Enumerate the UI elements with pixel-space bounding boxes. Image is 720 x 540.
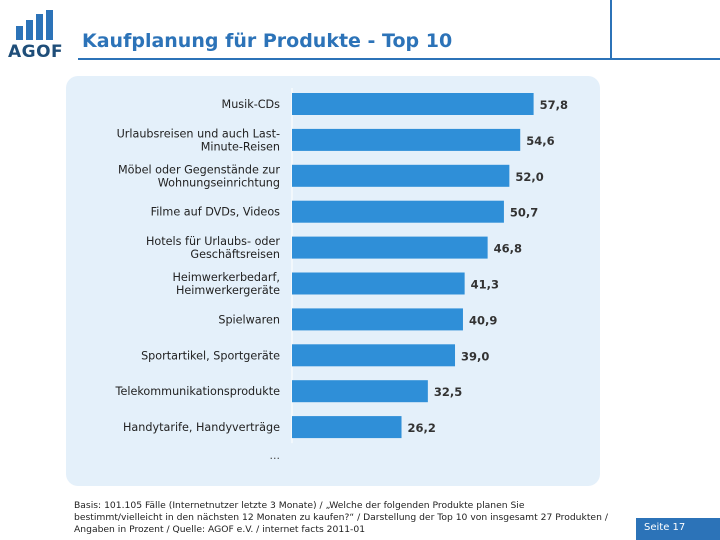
- value-label: 50,7: [510, 206, 538, 220]
- category-label: Spielwaren: [218, 313, 280, 326]
- value-label: 39,0: [461, 349, 489, 363]
- bar: [292, 164, 510, 187]
- logo-bars-icon: [16, 10, 53, 40]
- category-label: Handytarife, Handyverträge: [123, 421, 280, 434]
- category-label: Filme auf DVDs, Videos: [151, 206, 281, 219]
- category-label: Telekommunikationsprodukte: [115, 385, 281, 398]
- bar-chart: 57,8 Musik-CDs 54,6 Urlaubsreisen und auch …: [115, 88, 568, 462]
- page-indicator: Seite 17: [636, 518, 720, 540]
- value-label: 26,2: [408, 421, 436, 435]
- category-label: Musik-CDs: [222, 98, 281, 111]
- bar: [292, 93, 534, 115]
- bar: [292, 236, 488, 259]
- category-label: Urlaubsreisen und auch Last-Minute-Reise…: [117, 127, 280, 153]
- bar: [292, 272, 465, 295]
- logo-text: AGOF: [8, 42, 64, 62]
- bar: [292, 200, 504, 223]
- value-label: 46,8: [494, 242, 522, 256]
- bar: [292, 344, 456, 367]
- header-divider: [78, 58, 720, 60]
- value-label: 40,9: [469, 313, 497, 327]
- category-label: Sportartikel, Sportgeräte: [141, 349, 280, 362]
- bar: [292, 128, 521, 151]
- page-number: Seite 17: [644, 522, 686, 533]
- bar: [292, 308, 463, 331]
- category-label: Möbel oder Gegenstände zur Wohnungseinric…: [118, 163, 280, 189]
- value-label: 41,3: [471, 278, 499, 292]
- chart-panel: 57,8 Musik-CDs 54,6 Urlaubsreisen und auch …: [66, 76, 600, 486]
- value-label: 54,6: [526, 134, 554, 148]
- source-note: Basis: 101.105 Fälle (Internetnutzer let…: [74, 500, 608, 535]
- value-label: 32,5: [434, 385, 462, 399]
- header-vertical-divider: [610, 0, 612, 60]
- bar: [292, 380, 428, 403]
- more-items-ellipsis: ...: [270, 449, 281, 462]
- value-label: 57,8: [540, 98, 568, 112]
- category-label: Heimwerkerbedarf, Heimwerkergeräte: [172, 271, 280, 297]
- bar: [292, 416, 402, 439]
- value-label: 52,0: [515, 170, 543, 184]
- category-label: Hotels für Urlaubs- oder Geschäftsreisen: [146, 235, 280, 261]
- page-title: Kaufplanung für Produkte - Top 10: [82, 30, 453, 52]
- agof-logo: AGOF: [8, 10, 68, 62]
